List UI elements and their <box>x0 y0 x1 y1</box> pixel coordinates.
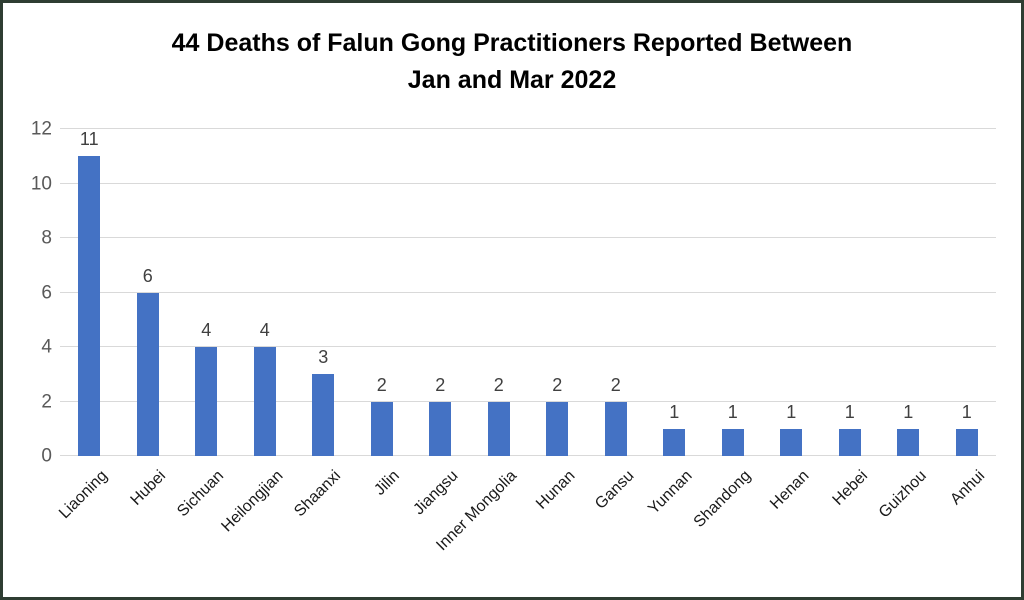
bar-value-label: 2 <box>552 374 563 395</box>
chart-title-line-2: Jan and Mar 2022 <box>407 66 617 94</box>
bar-hebei <box>838 428 861 456</box>
bar-value-label: 1 <box>727 401 738 422</box>
x-axis-category-label: Jiangsu <box>410 467 462 519</box>
gridline-y-12 <box>60 128 996 129</box>
bar-value-label: 4 <box>201 320 212 341</box>
bar-gansu <box>604 401 627 456</box>
bar-value-label: 1 <box>903 401 914 422</box>
gridline-y-2 <box>60 400 996 402</box>
bar-shaanxi <box>312 374 335 456</box>
chart-title-line-1: 44 Deaths of Falun Gong Practitioners Re… <box>171 29 853 57</box>
bar-value-label: 1 <box>669 401 680 422</box>
x-axis-category-label: Hebei <box>829 467 872 509</box>
gridline-y-10 <box>60 182 996 184</box>
y-axis-tick-label: 8 <box>41 227 52 249</box>
x-axis-category-label: Anhui <box>947 467 989 509</box>
chart-title: 44 Deaths of Falun Gong Practitioners Re… <box>3 25 1021 99</box>
bar-shandong <box>721 428 744 456</box>
bar-jilin <box>370 401 393 456</box>
x-axis-category-label: Yunnan <box>645 467 696 518</box>
bar-henan <box>780 428 803 456</box>
bar-value-label: 2 <box>610 374 621 395</box>
y-axis-tick-label: 4 <box>41 336 52 358</box>
bar-value-label: 4 <box>259 320 270 341</box>
x-axis-category-label: Guizhou <box>875 467 930 522</box>
bar-jiangsu <box>429 401 452 456</box>
bar-value-label: 6 <box>142 265 153 286</box>
x-axis-category-label: Henan <box>767 467 813 513</box>
y-axis-tick-label: 2 <box>41 391 52 412</box>
y-axis-tick-label: 0 <box>41 445 52 467</box>
x-axis-category-label: Jilin <box>371 467 404 499</box>
bar-value-label: 2 <box>435 374 446 395</box>
bar-value-label: 2 <box>376 374 387 395</box>
bar-heilongjian <box>253 347 276 456</box>
bar-value-label: 1 <box>786 401 797 422</box>
y-axis-tick-label: 6 <box>41 282 52 303</box>
x-axis-category-label: Gansu <box>591 467 638 513</box>
x-axis-category-label: Hubei <box>127 467 170 509</box>
y-axis-tick-label: 12 <box>30 118 52 140</box>
bar-yunnan <box>663 428 686 456</box>
y-axis-tick-label: 10 <box>30 173 52 194</box>
bar-value-label: 1 <box>961 401 972 422</box>
x-axis-category-label: Heilongjian <box>218 467 287 536</box>
x-axis-category-label: Hunan <box>533 467 579 513</box>
x-axis-category-label: Shandong <box>690 467 755 531</box>
x-axis-category-label: Shaanxi <box>291 467 345 521</box>
bar-value-label: 2 <box>493 374 504 395</box>
bar-hubei <box>136 292 159 456</box>
gridline-y-4 <box>60 346 996 347</box>
x-axis-category-label: Liaoning <box>55 467 111 523</box>
gridline-y-8 <box>60 237 996 238</box>
bar-value-label: 1 <box>844 401 855 422</box>
bar-value-label: 3 <box>318 347 329 368</box>
plot-area: 0 2 4 6 8 10 12 11 Liaoning 6 Hubei 4 Sichuan 4 Heilon… <box>31 120 996 554</box>
bar-inner-mongolia <box>487 401 510 456</box>
bar-sichuan <box>195 347 218 456</box>
gridline-y-6 <box>60 291 996 293</box>
bar-guizhou <box>897 428 920 456</box>
bar-hunan <box>546 401 569 456</box>
bar-anhui <box>955 428 978 456</box>
bar-value-label: 11 <box>79 129 99 150</box>
bar-liaoning <box>78 156 101 456</box>
gridline-y-0 <box>60 455 996 456</box>
x-axis-category-label: Sichuan <box>174 467 228 521</box>
